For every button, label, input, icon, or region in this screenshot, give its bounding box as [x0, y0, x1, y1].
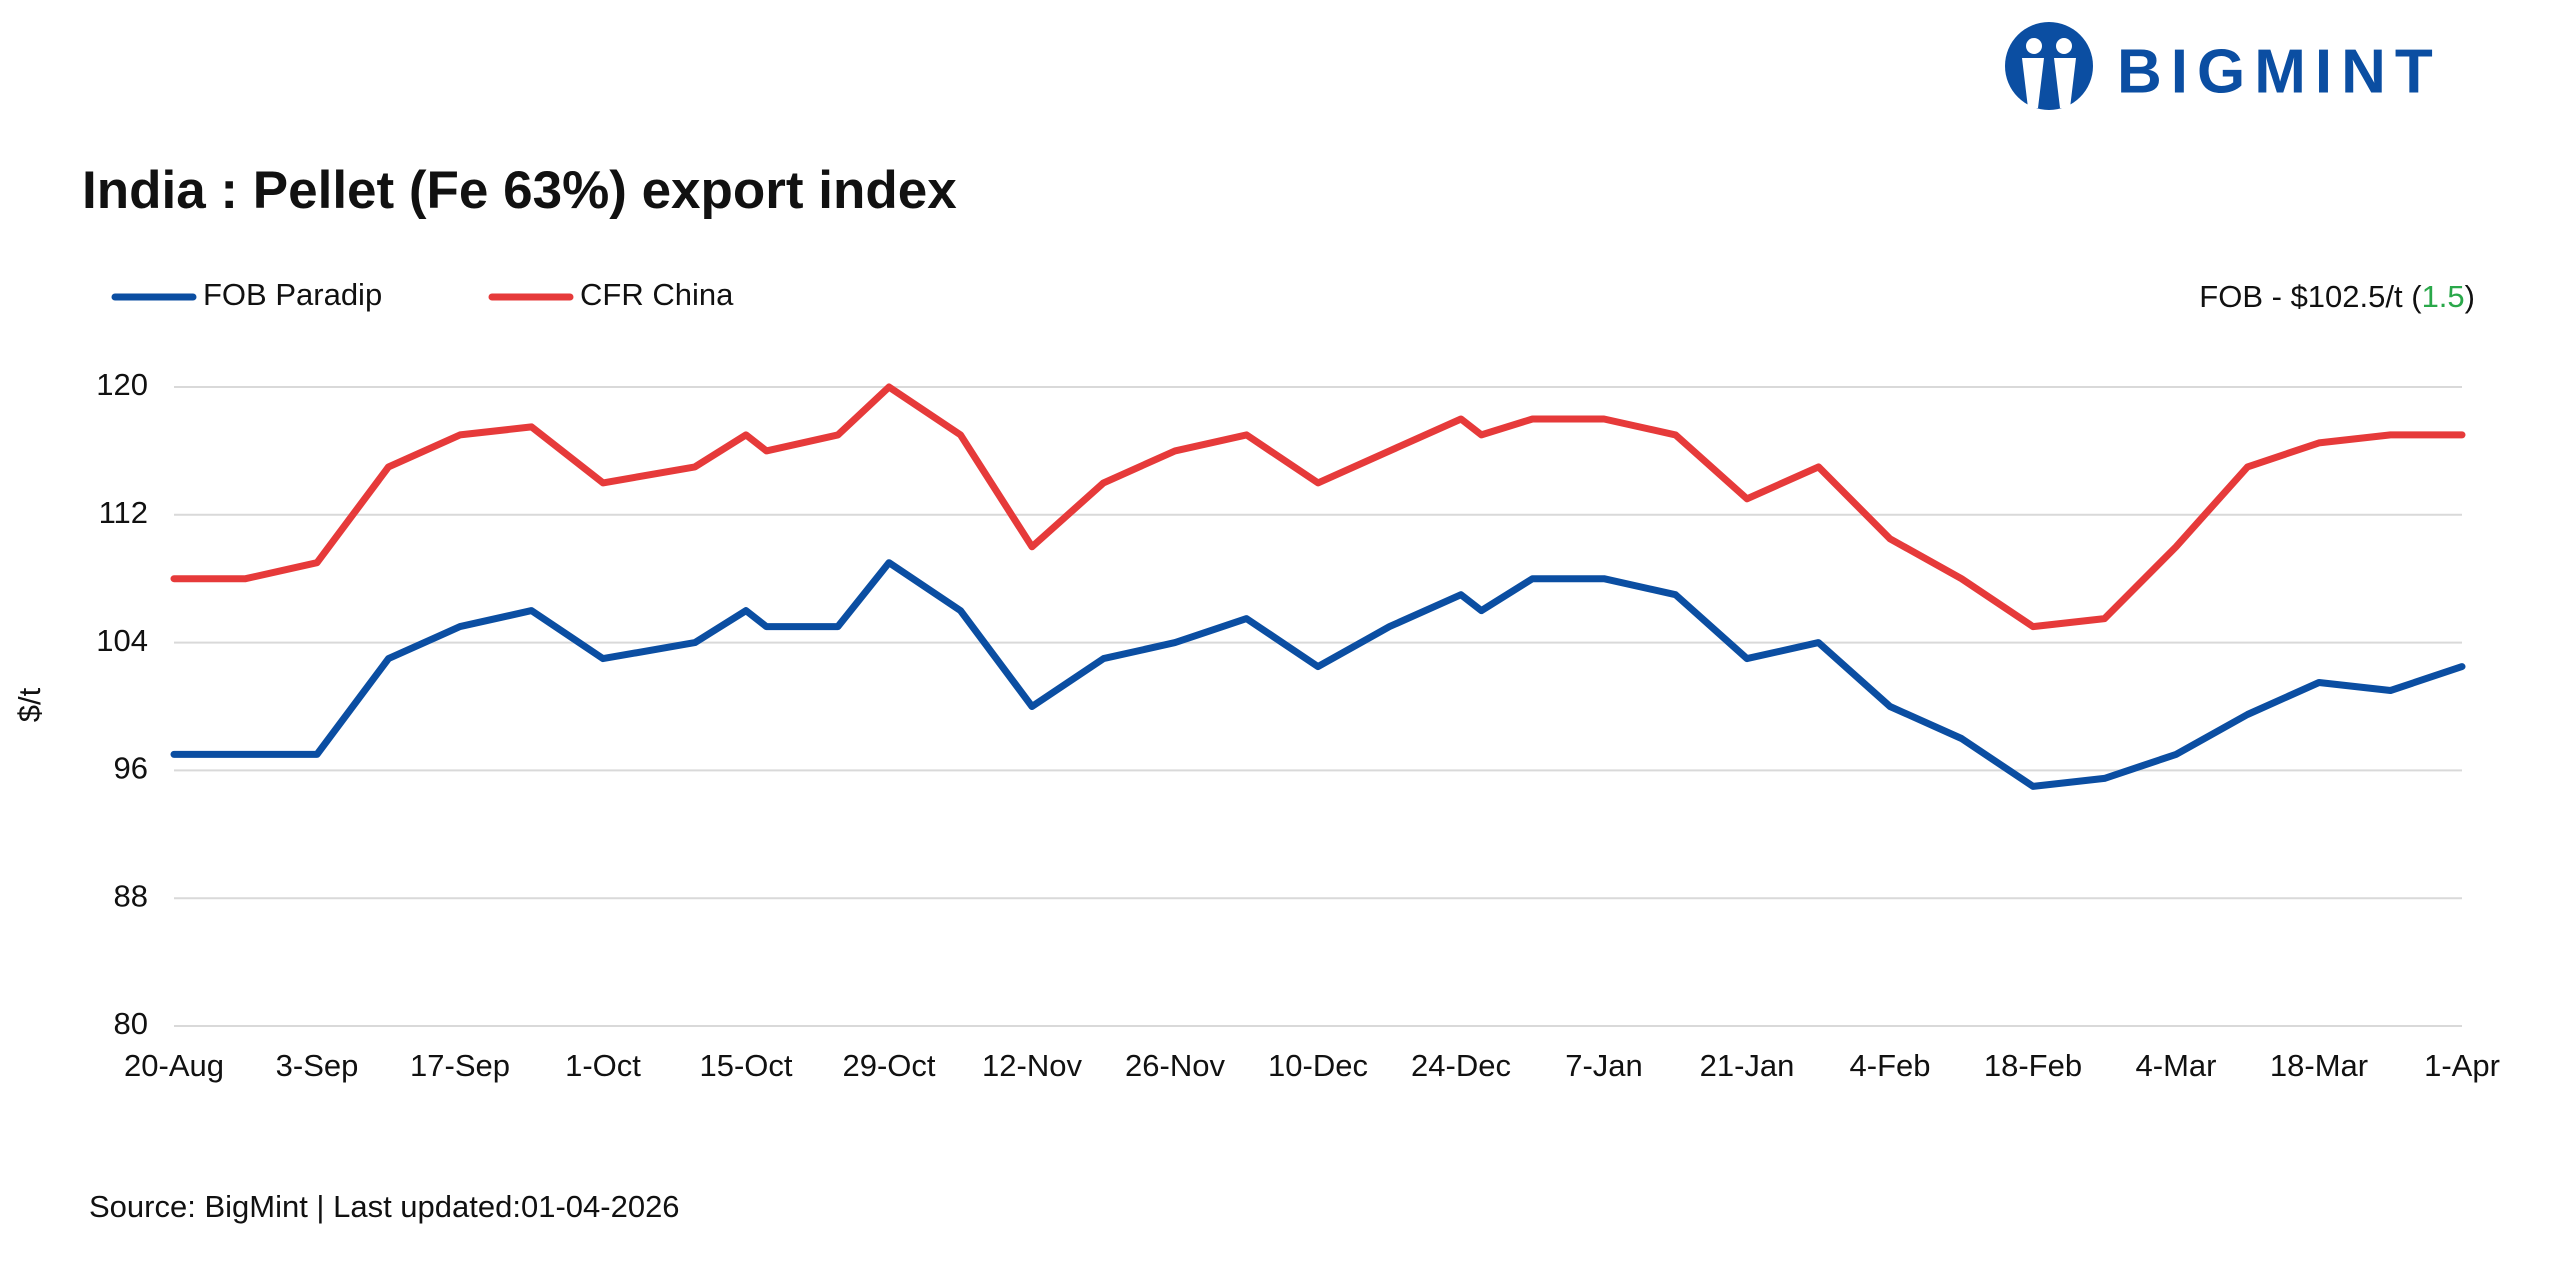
x-tick-label: 12-Nov [982, 1048, 1082, 1083]
legend-label: CFR China [580, 277, 734, 312]
x-tick-label: 3-Sep [276, 1048, 359, 1083]
y-tick-label: 88 [114, 878, 148, 913]
y-tick-label: 120 [96, 367, 148, 402]
line-series [170, 559, 2466, 790]
annotation: FOB - $102.5/t (1.5) [2199, 279, 2475, 314]
x-tick-label: 4-Mar [2136, 1048, 2217, 1083]
source: Source: BigMint | Last updated:01-04-202… [89, 1189, 680, 1224]
x-tick-label: 1-Oct [565, 1048, 641, 1083]
line-series [170, 383, 2466, 631]
x-tick-label: 29-Oct [842, 1048, 935, 1083]
x-tick-label: 18-Mar [2270, 1048, 2368, 1083]
y-axis-label: $/t [12, 687, 47, 722]
x-tick-label: 24-Dec [1411, 1048, 1511, 1083]
x-tick-label: 18-Feb [1984, 1048, 2082, 1083]
logo-text: BIGMINT [2117, 37, 2442, 106]
annotation-change: 1.5 [2422, 279, 2465, 314]
x-tick-label: 7-Jan [1565, 1048, 1643, 1083]
logo-icon [2005, 22, 2093, 110]
annotation-text: FOB - $102.5/t ( [2199, 279, 2422, 314]
annotation-close: ) [2465, 279, 2475, 314]
x-tick-label: 1-Apr [2424, 1048, 2500, 1083]
x-tick-label: 17-Sep [410, 1048, 510, 1083]
x-tick-label: 4-Feb [1850, 1048, 1931, 1083]
y-tick-label: 112 [99, 495, 148, 530]
x-tick-label: 10-Dec [1268, 1048, 1368, 1083]
y-tick-label: 80 [114, 1006, 148, 1041]
y-tick-label: 96 [114, 751, 148, 786]
x-tick-label: 20-Aug [124, 1048, 224, 1083]
legend-label: FOB Paradip [203, 277, 382, 312]
x-tick-label: 21-Jan [1700, 1048, 1795, 1083]
chart-title: India : Pellet (Fe 63%) export index [82, 161, 957, 220]
x-tick-label: 26-Nov [1125, 1048, 1225, 1083]
x-tick-label: 15-Oct [699, 1048, 792, 1083]
y-tick-label: 104 [96, 623, 148, 658]
